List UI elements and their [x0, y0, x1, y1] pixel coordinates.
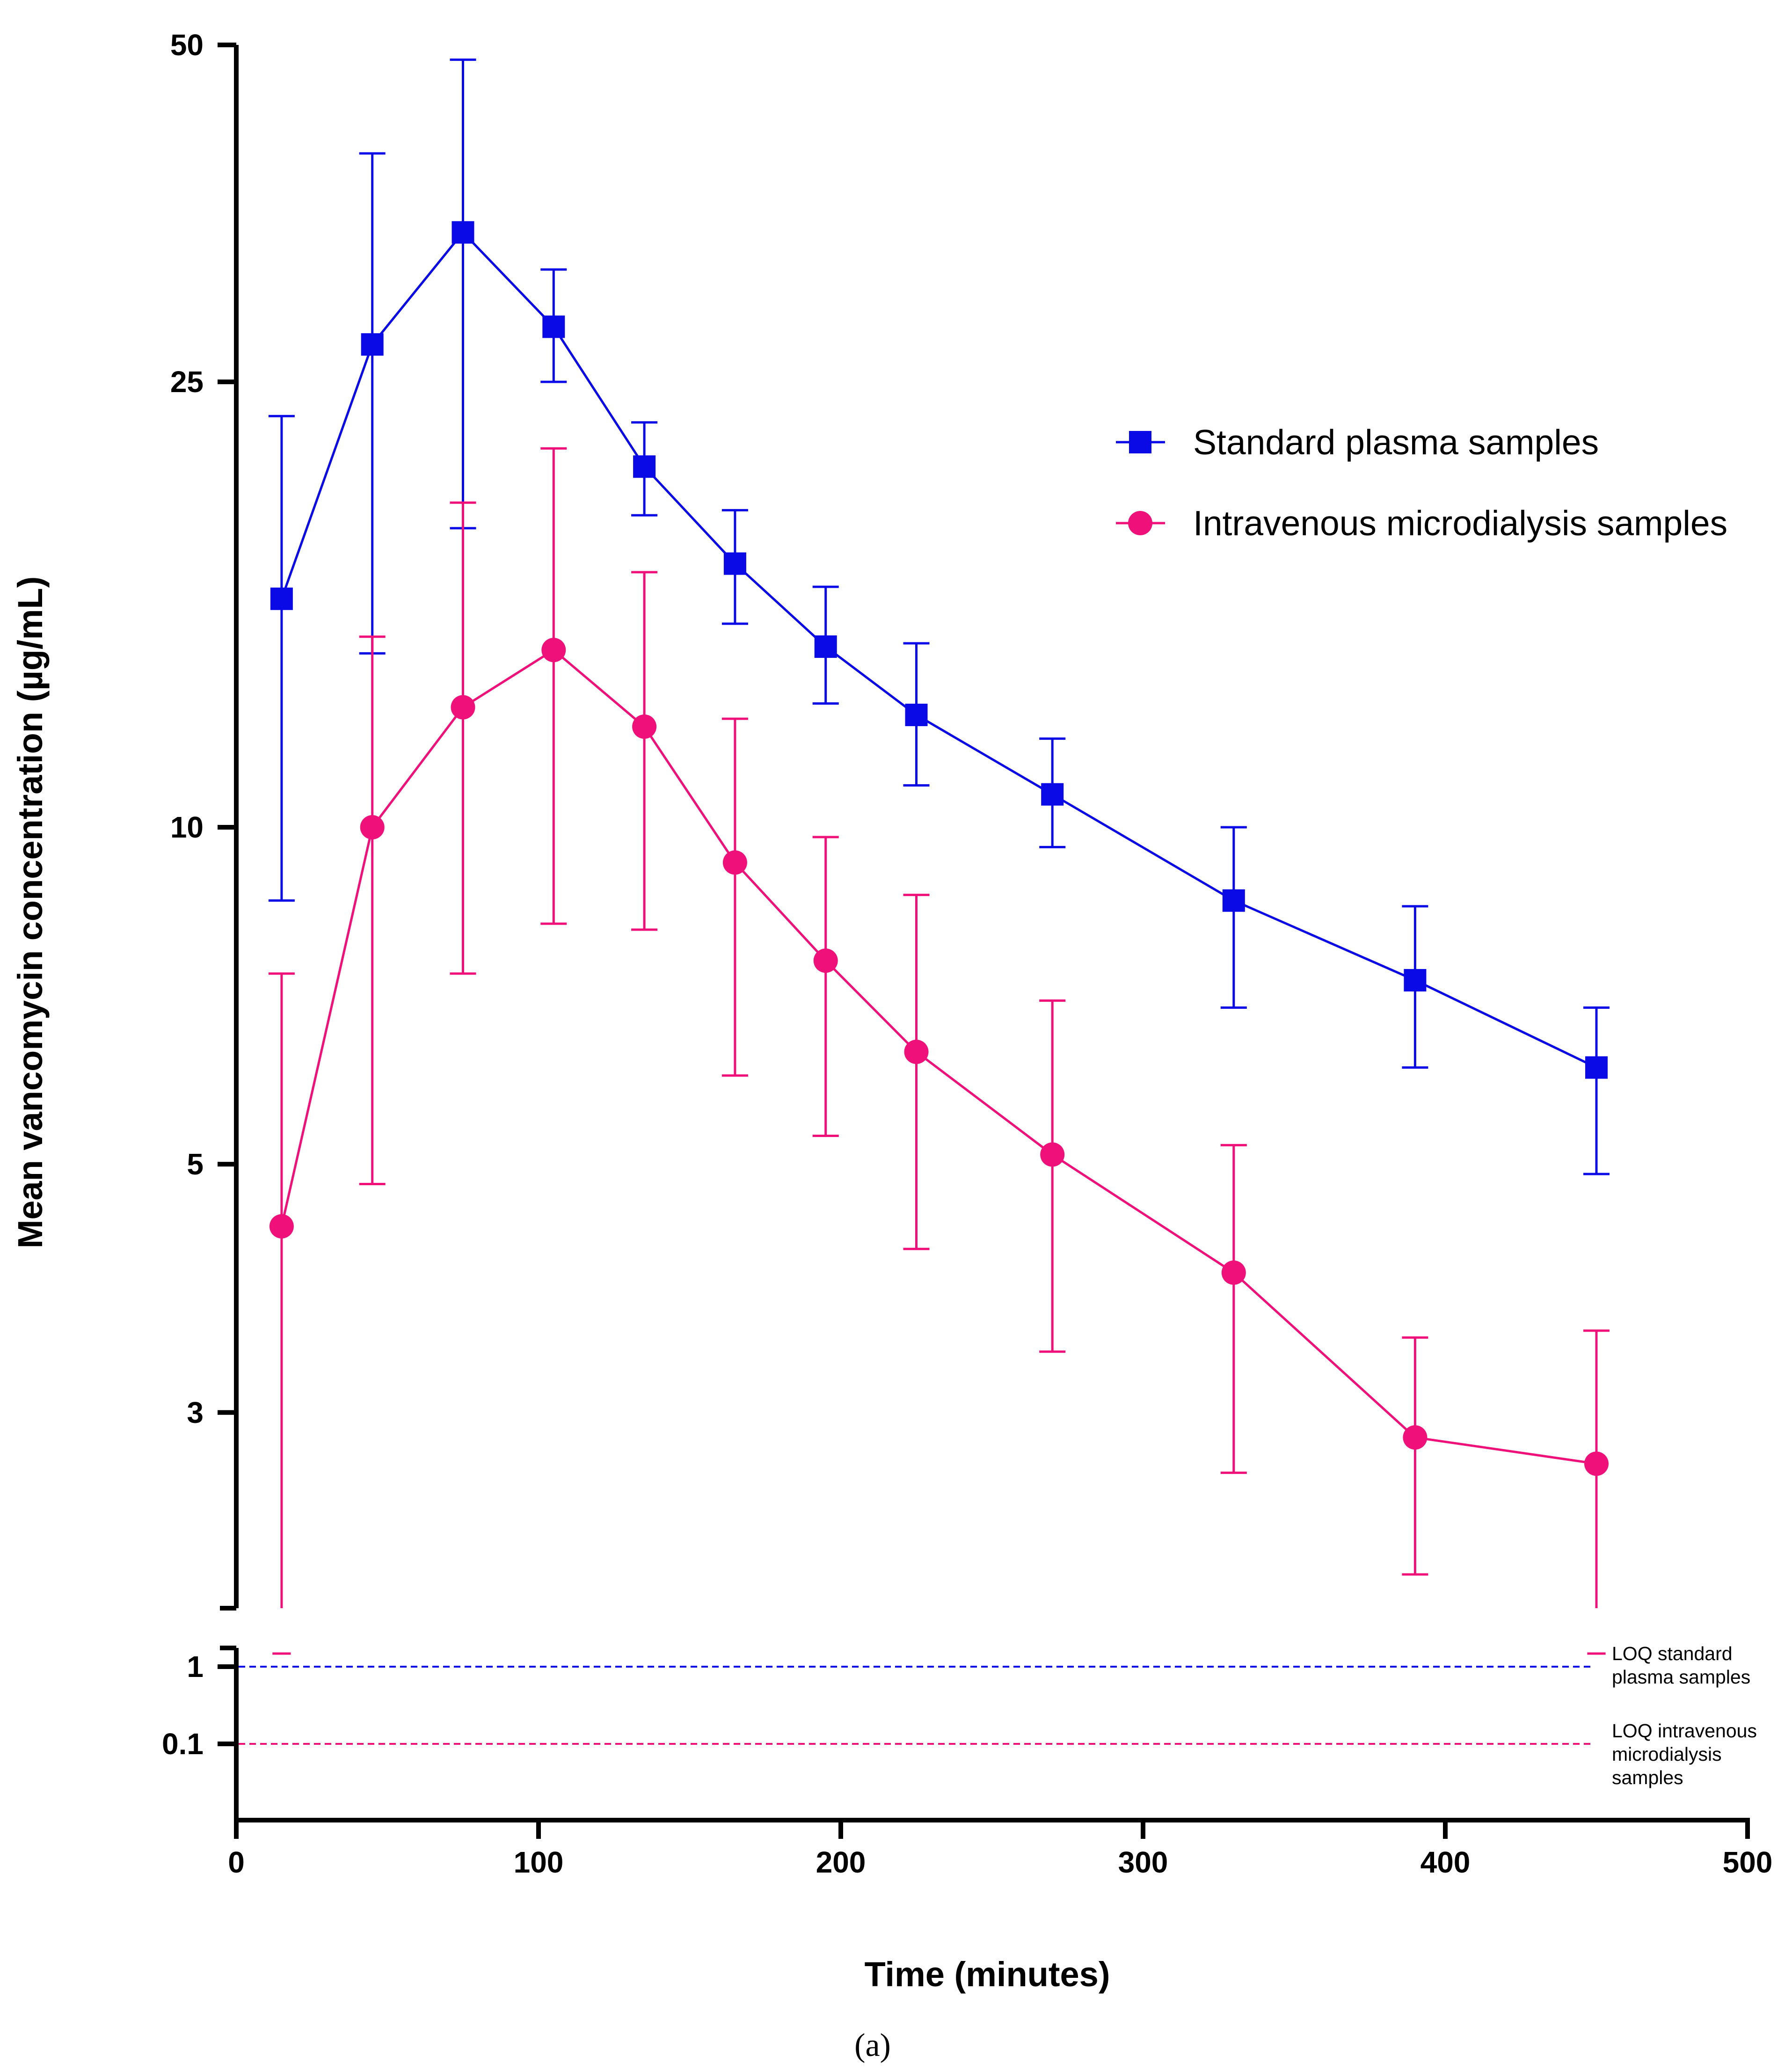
data-point-circle — [1221, 1260, 1246, 1285]
data-point-square — [723, 552, 746, 575]
x-tick-label: 100 — [514, 1845, 564, 1879]
x-tick-label: 300 — [1118, 1845, 1168, 1879]
data-point-circle — [360, 815, 385, 839]
y-tick-label: 25 — [170, 365, 204, 399]
data-point-square — [633, 455, 656, 478]
x-tick-label: 0 — [228, 1845, 245, 1879]
loq-label-1: plasma samples — [1612, 1666, 1750, 1688]
loq-label-2: microdialysis — [1612, 1743, 1722, 1765]
data-point-circle — [1403, 1425, 1428, 1450]
series-1 — [268, 58, 1610, 1175]
figure-caption: (a) — [854, 2027, 891, 2063]
data-point-square — [1585, 1056, 1608, 1079]
data-point-square — [814, 635, 837, 658]
y-tick-label: 10 — [170, 810, 204, 844]
legend: Standard plasma samples Intravenous micro… — [1116, 423, 1727, 543]
y-tick-label: 5 — [187, 1147, 204, 1181]
y-tick-label-lower: 0.1 — [162, 1727, 204, 1761]
data-point-square — [1222, 889, 1245, 912]
data-point-circle — [269, 1214, 294, 1239]
data-point-circle — [1584, 1451, 1609, 1476]
x-tick-label: 500 — [1723, 1845, 1773, 1879]
data-point-circle — [541, 638, 566, 663]
data-point-square — [452, 221, 474, 244]
data-point-circle — [813, 948, 838, 973]
axes: 3 5 10 25 50 1 0.1 0 100 200 300 400 500 — [162, 28, 1772, 1879]
data-point-square — [905, 703, 928, 726]
loq-label-2: samples — [1612, 1767, 1683, 1788]
data-point-square — [361, 333, 384, 356]
y-tick-label-lower: 1 — [187, 1650, 204, 1684]
data-point-circle — [1040, 1142, 1065, 1167]
legend-marker-square — [1129, 431, 1151, 453]
series-layer — [268, 58, 1610, 1655]
data-point-square — [542, 315, 565, 338]
x-tick-label: 200 — [816, 1845, 866, 1879]
y-axis-title: Mean vancomycin concentration (µg/mL) — [11, 576, 50, 1249]
loq-label-1: LOQ standard — [1612, 1643, 1733, 1664]
legend-marker-circle — [1128, 511, 1152, 535]
series-2 — [268, 447, 1610, 1655]
data-point-circle — [632, 714, 657, 739]
x-axis-title: Time (minutes) — [865, 1955, 1110, 1994]
data-point-circle — [904, 1039, 929, 1064]
series-line — [280, 230, 1597, 1069]
data-point-square — [270, 587, 293, 610]
series-line — [280, 649, 1597, 1465]
data-point-square — [1041, 783, 1064, 806]
loq-label-2: LOQ intravenous — [1612, 1720, 1757, 1742]
data-point-square — [1404, 969, 1427, 991]
data-point-circle — [451, 695, 475, 720]
y-tick-label: 3 — [187, 1396, 204, 1429]
legend-label-1: Standard plasma samples — [1193, 423, 1599, 462]
y-tick-label: 50 — [170, 28, 204, 62]
x-tick-label: 400 — [1420, 1845, 1471, 1879]
legend-label-2: Intravenous microdialysis samples — [1193, 503, 1727, 543]
data-point-circle — [722, 850, 747, 875]
